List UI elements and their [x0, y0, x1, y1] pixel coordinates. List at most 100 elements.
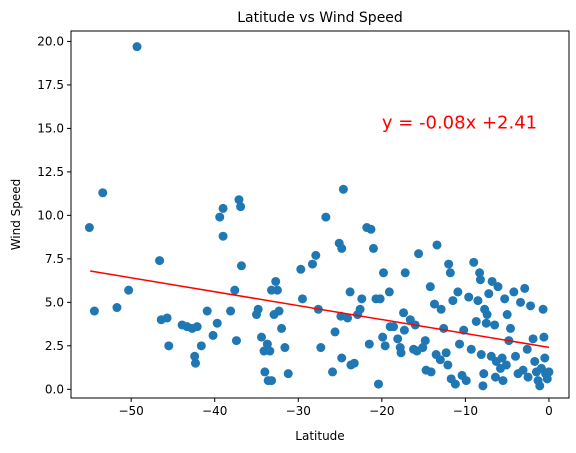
data-point [455, 339, 465, 349]
data-point [366, 224, 376, 234]
data-point [196, 341, 206, 351]
data-point [540, 353, 550, 363]
data-point [343, 313, 353, 323]
data-point [338, 184, 348, 194]
data-point [234, 195, 244, 205]
data-point [267, 376, 277, 386]
data-point [393, 334, 403, 344]
data-point [414, 249, 424, 259]
data-point [481, 318, 491, 328]
data-point [192, 322, 202, 332]
data-point [426, 367, 436, 377]
data-point [539, 332, 549, 342]
data-point [429, 299, 439, 309]
data-point [441, 348, 451, 358]
data-point [98, 188, 108, 198]
data-point [439, 323, 449, 333]
data-point [435, 355, 445, 365]
data-point [511, 351, 521, 361]
data-point [191, 358, 200, 368]
data-point [464, 292, 474, 302]
data-point [155, 256, 165, 266]
y-tick-label: 17.5 [37, 78, 64, 92]
y-tick-label: 7.5 [45, 252, 64, 266]
data-point [484, 289, 494, 299]
data-point [506, 323, 516, 333]
data-point [349, 358, 359, 368]
data-point [443, 360, 453, 370]
data-point [260, 367, 270, 377]
data-point [478, 381, 488, 391]
data-point [230, 285, 240, 295]
data-point [212, 318, 222, 328]
data-point [89, 306, 99, 316]
x-tick-label: −50 [118, 404, 143, 418]
data-point [425, 282, 435, 292]
data-point [520, 283, 530, 293]
x-axis: −50 −40 −30 −20 −10 0 [118, 398, 553, 418]
data-point [399, 308, 409, 318]
data-point [253, 304, 263, 314]
data-point [112, 303, 122, 313]
data-point [436, 304, 446, 314]
data-point [476, 350, 486, 360]
data-point [328, 367, 338, 377]
data-point [469, 257, 479, 267]
x-tick-label: 0 [545, 404, 553, 418]
data-point [297, 294, 307, 304]
data-point [215, 212, 225, 222]
x-tick-label: −30 [286, 404, 311, 418]
plot-frame [70, 30, 570, 399]
y-tick-label: 10.0 [37, 208, 64, 222]
chart-title: Latitude vs Wind Speed [237, 10, 403, 26]
data-point [530, 356, 540, 366]
data-point [316, 343, 326, 353]
regression-line [90, 270, 550, 349]
data-point [202, 306, 212, 316]
data-point [321, 212, 331, 222]
data-point [337, 243, 347, 253]
y-tick-label: 0.0 [45, 382, 64, 396]
data-point [355, 304, 365, 314]
y-tick-label: 5.0 [45, 295, 64, 309]
data-point [466, 344, 476, 354]
y-tick-label: 12.5 [37, 165, 64, 179]
y-tick-label: 2.5 [45, 339, 64, 353]
data-point [262, 339, 272, 349]
data-point [271, 276, 281, 286]
y-tick-label: 20.0 [37, 34, 64, 48]
data-point [226, 306, 236, 316]
data-point [132, 42, 142, 52]
x-tick-label: −40 [202, 404, 227, 418]
data-point [497, 353, 507, 363]
x-tick-label: −10 [453, 404, 478, 418]
data-point [231, 336, 241, 346]
data-point [357, 294, 367, 304]
y-tick-label: 15.0 [37, 121, 64, 135]
data-point [384, 287, 394, 297]
data-point [420, 336, 430, 346]
data-point [502, 310, 512, 320]
data-point [400, 268, 410, 278]
data-point [509, 287, 519, 297]
data-point [296, 264, 306, 274]
data-point [518, 365, 528, 375]
data-point [257, 332, 267, 342]
data-point [473, 296, 483, 306]
data-point [277, 323, 287, 333]
data-point [84, 223, 94, 233]
data-point [453, 287, 463, 297]
data-point [283, 369, 293, 379]
data-point [493, 282, 503, 292]
data-point [368, 243, 378, 253]
x-axis-label: Latitude [295, 429, 344, 443]
y-axis: 0.0 2.5 5.0 7.5 10.0 12.5 15.0 17.5 20.0 [37, 34, 71, 396]
data-point [208, 330, 218, 340]
data-point [418, 343, 428, 353]
data-point [373, 379, 383, 389]
data-point [330, 327, 340, 337]
data-point [498, 376, 508, 386]
data-point [535, 381, 545, 391]
data-point [432, 240, 442, 250]
